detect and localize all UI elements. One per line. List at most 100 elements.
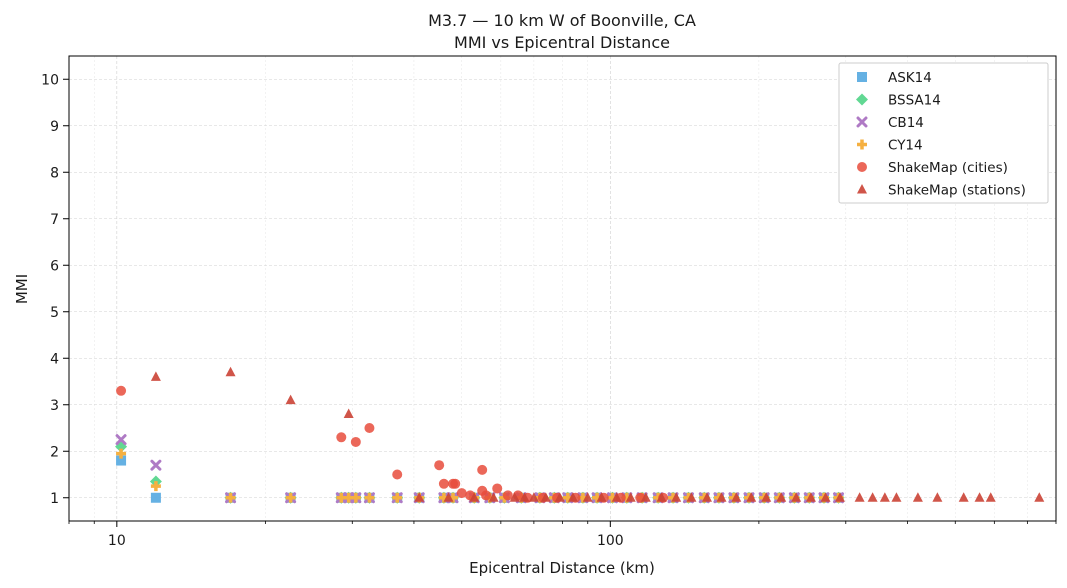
data-point: [456, 488, 467, 499]
data-point: [791, 492, 802, 502]
legend-marker: [857, 72, 867, 82]
data-point: [867, 492, 878, 502]
data-point: [716, 492, 727, 502]
data-point: [116, 455, 127, 466]
data-point: [481, 490, 492, 501]
legend-box: [838, 62, 1049, 204]
data-point: [1034, 492, 1045, 502]
data-point: [820, 492, 831, 502]
data-point: [731, 492, 742, 502]
data-point: [115, 434, 127, 446]
y-tick-label: 9: [50, 119, 59, 135]
data-point: [596, 492, 607, 502]
data-point: [879, 492, 890, 502]
legend-marker: [856, 116, 868, 128]
data-point: [974, 492, 985, 502]
x-axis-label: Epicentral Distance (km): [469, 559, 655, 577]
data-point: [528, 492, 539, 502]
legend-marker: [857, 184, 867, 194]
data-point: [392, 492, 403, 503]
data-point: [985, 492, 996, 502]
x-tick-label: 100: [597, 533, 624, 549]
y-tick-label: 6: [50, 258, 59, 274]
data-point: [434, 460, 445, 471]
data-point: [492, 483, 503, 494]
data-point: [225, 492, 236, 503]
legend-marker: [857, 162, 867, 172]
data-point: [150, 371, 161, 381]
data-point: [469, 492, 480, 502]
data-point: [761, 492, 772, 502]
legend-label: ShakeMap (cities): [888, 160, 1008, 176]
data-point: [477, 464, 488, 475]
y-tick-label: 10: [41, 72, 59, 88]
legend-marker: [856, 93, 868, 106]
legend-label: CY14: [888, 138, 923, 154]
data-point: [488, 492, 499, 502]
y-tick-label: 5: [50, 305, 59, 321]
data-point: [150, 481, 161, 492]
data-point: [519, 492, 530, 502]
y-axis-label: MMI: [13, 274, 31, 304]
chart-title: M3.7 — 10 km W of Boonville, CA: [428, 11, 696, 30]
data-point: [671, 492, 682, 502]
axes: 10 100 1 2 3 4 5 6 7 8 9 10: [41, 72, 1057, 549]
series-4: [116, 385, 669, 503]
data-point: [225, 366, 236, 377]
legend-label: ASK14: [888, 70, 932, 86]
data-point: [567, 492, 578, 502]
y-tick-label: 4: [50, 351, 59, 367]
chart-subtitle: MMI vs Epicentral Distance: [454, 33, 670, 52]
data-point: [364, 492, 375, 503]
data-point: [932, 492, 943, 502]
data-point: [958, 492, 969, 502]
legend-label: BSSA14: [888, 93, 941, 109]
y-tick-label: 1: [50, 491, 59, 507]
data-point: [509, 492, 520, 502]
legend-label: ShakeMap (stations): [888, 183, 1026, 199]
y-tick-label: 8: [50, 165, 59, 181]
y-tick-label: 2: [50, 444, 59, 460]
data-point: [776, 492, 787, 502]
data-point: [438, 478, 449, 489]
data-point: [554, 492, 565, 502]
data-point: [854, 492, 865, 502]
legend-label: CB14: [888, 115, 924, 131]
data-point: [150, 492, 161, 503]
data-point: [834, 492, 845, 502]
series-5: [150, 366, 1045, 502]
y-tick-label: 3: [50, 398, 59, 414]
data-point: [502, 490, 513, 501]
data-point: [702, 492, 713, 502]
data-point: [805, 492, 816, 502]
data-point: [116, 448, 127, 459]
x-tick-label: 10: [108, 533, 126, 549]
data-point: [364, 423, 375, 433]
data-point: [336, 432, 347, 443]
data-point: [414, 492, 425, 502]
data-point: [746, 492, 757, 502]
data-point: [686, 492, 697, 502]
data-point: [540, 492, 551, 502]
data-point: [656, 492, 667, 502]
data-point: [343, 408, 354, 419]
data-point: [912, 492, 923, 502]
data-point: [150, 459, 162, 471]
data-point: [392, 469, 403, 480]
data-point: [116, 385, 127, 396]
data-point: [582, 492, 593, 502]
y-tick-label: 7: [50, 212, 59, 228]
data-point: [285, 394, 296, 405]
data-point: [891, 492, 902, 502]
data-point: [640, 492, 651, 502]
data-point: [350, 436, 361, 447]
data-points: [115, 366, 1045, 504]
data-point: [285, 492, 296, 503]
data-point: [443, 492, 454, 502]
data-point: [350, 492, 361, 503]
data-point: [450, 478, 461, 489]
data-point: [611, 492, 622, 502]
legend-marker: [857, 139, 867, 150]
data-point: [625, 492, 636, 502]
